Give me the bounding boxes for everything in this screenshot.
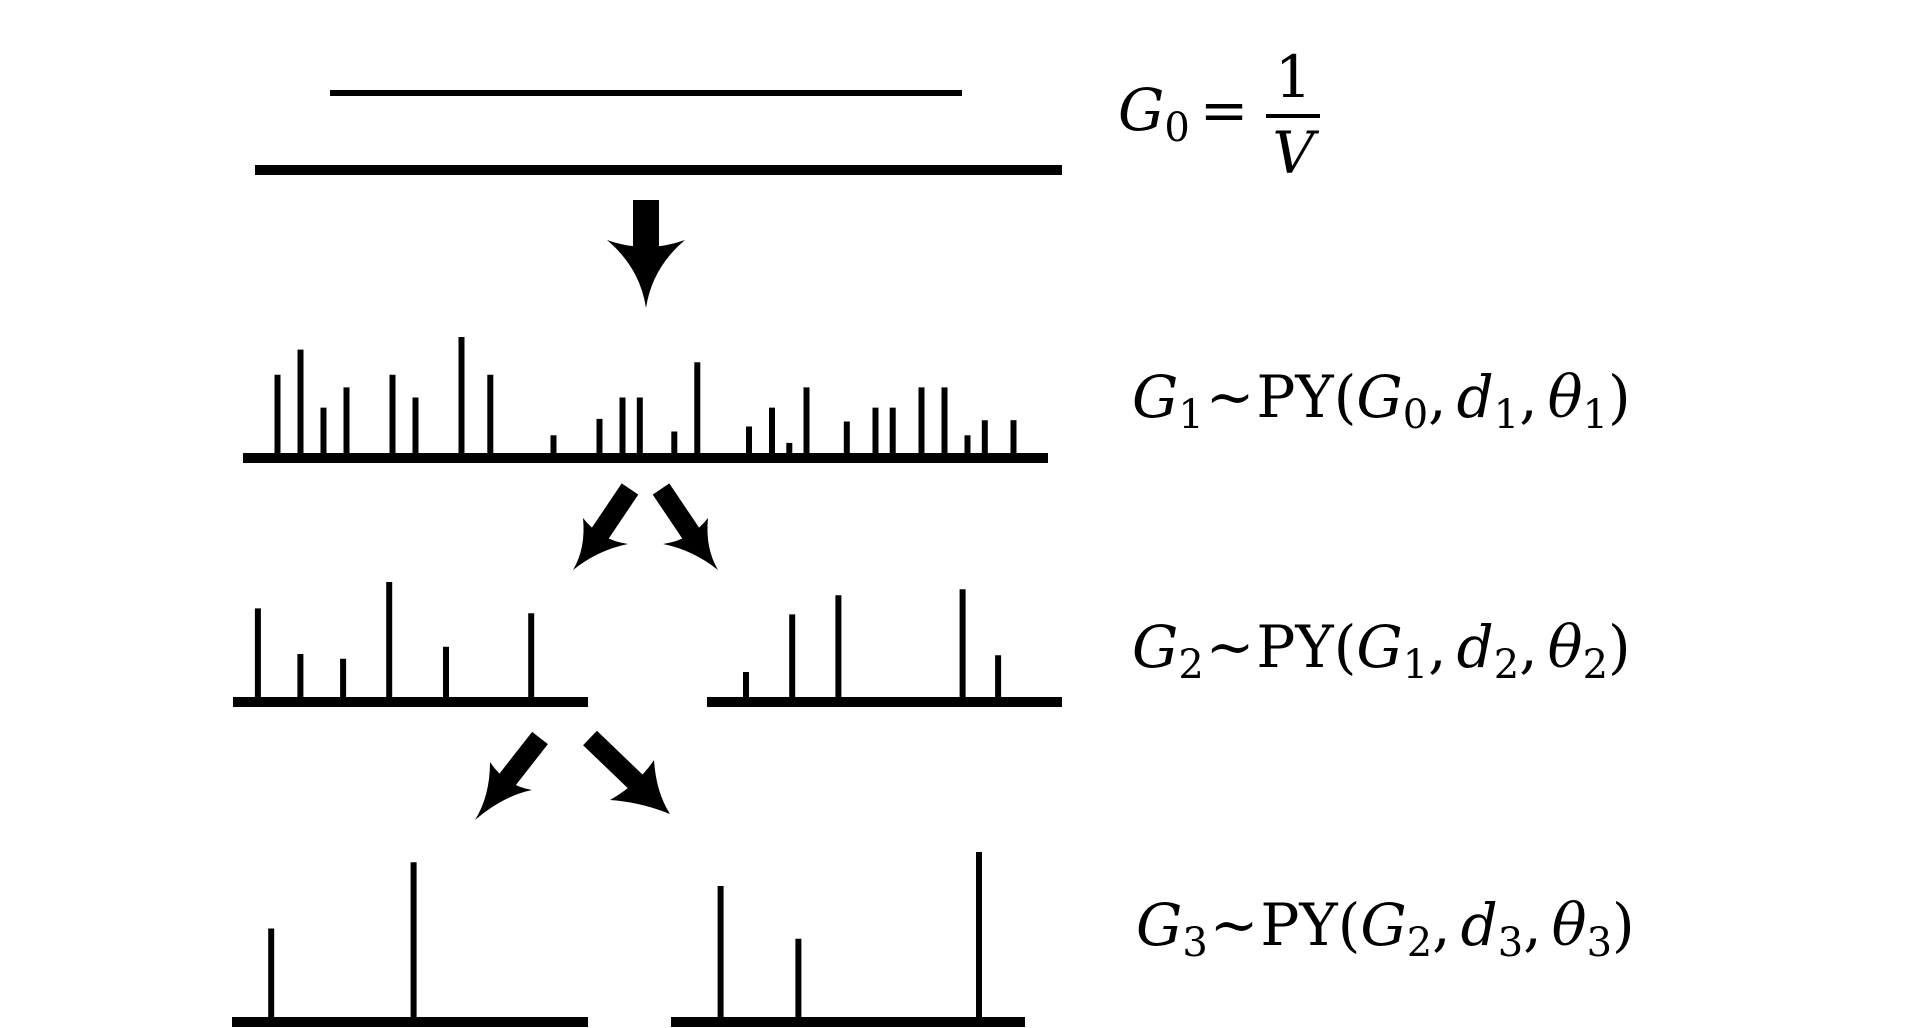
g2-process: PY — [1256, 613, 1334, 681]
g1-distribution — [243, 337, 1048, 463]
g3-discount-index: 3 — [1497, 920, 1524, 967]
g3-index: 3 — [1182, 920, 1208, 967]
formula-g1: G1~PY(G0, d1, θ1) — [1132, 363, 1631, 439]
g3-distribution-left — [232, 862, 588, 1027]
g1-strength-index: 1 — [1582, 392, 1609, 439]
g2-distribution-right — [707, 589, 1062, 707]
g2-base-symbol: G — [1356, 613, 1403, 681]
g1-relation: ~ — [1205, 363, 1255, 431]
g2-distribution-left — [233, 582, 588, 707]
g1-base-index: 0 — [1402, 392, 1429, 439]
g1-base-symbol: G — [1356, 363, 1403, 431]
arrow-g1-to-g2-right — [652, 483, 718, 570]
g2-strength-index: 2 — [1582, 642, 1609, 689]
arrow-shaft — [652, 483, 703, 544]
g0-denominator: V — [1272, 119, 1315, 187]
arrow-head — [475, 762, 532, 820]
g2-relation: ~ — [1205, 613, 1255, 681]
g0-index: 0 — [1164, 105, 1190, 152]
arrow-g1-to-g2-left — [573, 483, 639, 570]
arrow-shaft — [633, 200, 659, 254]
arrow-head — [663, 518, 718, 570]
g3-strength-symbol: θ — [1551, 891, 1587, 959]
formula-g3: G3~PY(G2, d3, θ3) — [1136, 891, 1635, 967]
arrow-head — [610, 760, 670, 814]
g1-discount-index: 1 — [1493, 392, 1520, 439]
formula-g0: G0 = 1 V — [1118, 48, 1321, 187]
g2-base-index: 1 — [1402, 642, 1429, 689]
arrow-head — [607, 240, 685, 308]
g0-relation: = — [1199, 76, 1249, 145]
g3-discount-symbol: d — [1460, 891, 1498, 959]
g3-base-index: 2 — [1406, 920, 1433, 967]
g1-index: 1 — [1178, 392, 1204, 439]
arrow-shaft — [496, 731, 548, 791]
g0-symbol: G — [1118, 76, 1165, 145]
g2-index: 2 — [1178, 642, 1204, 689]
g2-discount-symbol: d — [1456, 613, 1494, 681]
g3-base-symbol: G — [1360, 891, 1407, 959]
formula-g2: G2~PY(G1, d2, θ2) — [1132, 613, 1631, 689]
g3-strength-index: 3 — [1586, 920, 1613, 967]
arrow-shaft — [588, 483, 639, 544]
arrow-g2-to-g3-left — [475, 731, 548, 820]
g3-process: PY — [1260, 891, 1338, 959]
arrow-shaft — [583, 730, 647, 794]
g1-symbol: G — [1132, 363, 1179, 431]
g2-strength-symbol: θ — [1547, 613, 1583, 681]
g1-strength-symbol: θ — [1547, 363, 1583, 431]
arrow-head — [573, 518, 628, 570]
g3-symbol: G — [1136, 891, 1183, 959]
g3-relation: ~ — [1209, 891, 1259, 959]
g1-process: PY — [1256, 363, 1334, 431]
arrow-g2-to-g3-right — [583, 730, 670, 814]
arrow-g0-to-g1 — [607, 200, 685, 308]
g0-numerator: 1 — [1266, 48, 1321, 118]
g3-distribution-right — [671, 852, 1025, 1027]
g2-discount-index: 2 — [1493, 642, 1520, 689]
g1-discount-symbol: d — [1456, 363, 1494, 431]
g2-symbol: G — [1132, 613, 1179, 681]
g0-uniform-distribution — [255, 90, 1062, 175]
